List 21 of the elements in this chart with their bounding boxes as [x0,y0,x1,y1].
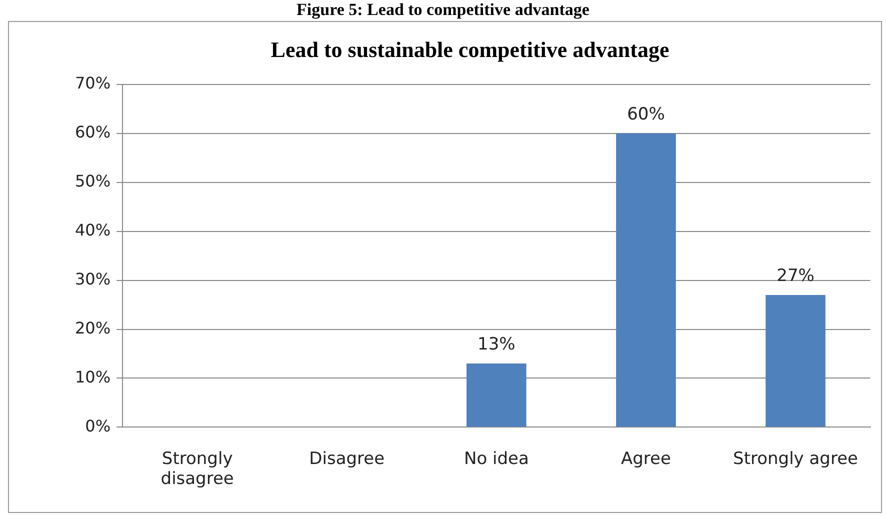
chart-title: Lead to sustainable competitive advantage [270,36,670,62]
y-tick-label: 60% [75,122,111,142]
data-label: 60% [627,104,665,124]
x-tick-label: Strongly disagree [160,448,234,490]
bar [466,364,526,427]
bar [616,133,676,427]
y-tick-label: 20% [75,318,111,338]
x-tick-label: Strongly agree [733,448,858,469]
data-label: 27% [776,266,814,286]
caption: Figure 5: Lead to competitive advantage [296,0,590,19]
y-tick-label: 40% [75,220,111,240]
y-tick-label: 50% [75,172,111,190]
bar [766,294,826,427]
x-tick-label: Disagree [309,448,385,469]
x-tick-label: No idea [464,448,529,469]
y-tick-label: 70% [75,74,111,93]
y-tick-label: 0% [85,416,111,436]
data-label: 13% [478,334,516,354]
x-tick-label: Agree [620,448,671,469]
y-tick-label: 10% [75,367,111,386]
y-tick-label: 30% [75,269,111,288]
